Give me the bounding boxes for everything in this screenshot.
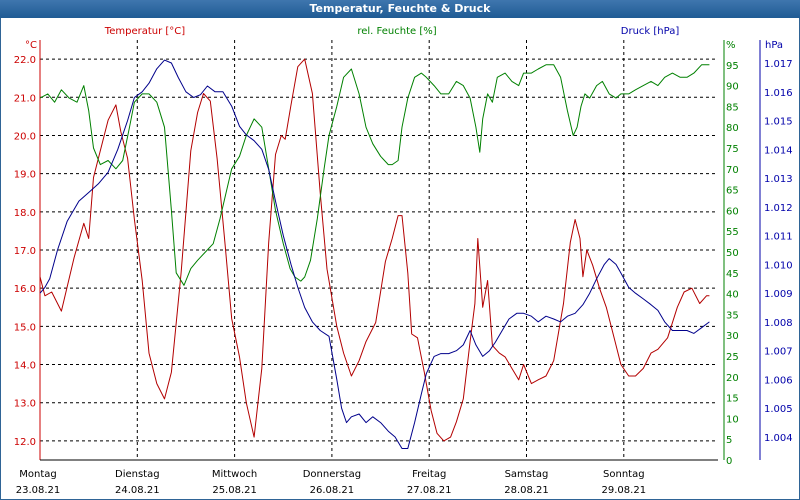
humidity-unit-label: %	[726, 40, 736, 51]
pressure-tick-label: 1.006	[764, 375, 793, 386]
axes	[39, 40, 761, 461]
temperature-tick-label: 17.0	[14, 246, 36, 257]
humidity-tick-label: 0	[726, 456, 732, 467]
x-tick-day: Sonntag	[603, 469, 645, 480]
humidity-tick-label: 80	[726, 123, 739, 134]
window-title: Temperatur, Feuchte & Druck	[0, 0, 800, 18]
x-tick-date: 29.08.21	[602, 485, 647, 496]
temperature-tick-label: 20.0	[14, 131, 36, 142]
series-line-humidity	[39, 64, 710, 286]
temperature-tick-label: 14.0	[14, 361, 36, 372]
pressure-tick-label: 1.010	[764, 260, 793, 271]
x-tick-day: Samstag	[505, 469, 549, 480]
x-tick-date: 24.08.21	[115, 485, 160, 496]
humidity-tick-label: 95	[726, 61, 739, 72]
pressure-tick-label: 1.007	[764, 347, 793, 358]
temperature-tick-label: 16.0	[14, 284, 36, 295]
pressure-tick-label: 1.012	[764, 203, 793, 214]
humidity-tick-label: 65	[726, 186, 739, 197]
temperature-unit-label: °C	[25, 40, 37, 51]
pressure-tick-label: 1.008	[764, 318, 793, 329]
series-label-humidity: rel. Feuchte [%]	[357, 26, 436, 37]
pressure-tick-label: 1.009	[764, 289, 793, 300]
x-tick-day: Mittwoch	[212, 469, 257, 480]
humidity-tick-label: 60	[726, 206, 739, 217]
pressure-tick-label: 1.004	[764, 433, 793, 444]
x-tick-day: Donnerstag	[303, 469, 361, 480]
x-tick-date: 23.08.21	[16, 485, 61, 496]
pressure-tick-label: 1.011	[764, 232, 793, 243]
humidity-tick-label: 20	[726, 373, 739, 384]
x-tick-date: 28.08.21	[504, 485, 549, 496]
humidity-tick-label: 50	[726, 248, 739, 259]
pressure-tick-label: 1.016	[764, 88, 793, 99]
x-tick-day: Dienstag	[115, 469, 160, 480]
x-tick-date: 27.08.21	[407, 485, 452, 496]
series-line-pressure	[39, 59, 710, 449]
x-tick-date: 25.08.21	[212, 485, 257, 496]
series-lines	[39, 58, 710, 449]
humidity-tick-label: 85	[726, 102, 739, 113]
humidity-tick-label: 45	[726, 269, 739, 280]
temperature-tick-label: 15.0	[14, 322, 36, 333]
series-label-temperature: Temperatur [°C]	[104, 26, 185, 37]
pressure-tick-label: 1.005	[764, 404, 793, 415]
pressure-tick-label: 1.015	[764, 117, 793, 128]
pressure-tick-label: 1.013	[764, 174, 793, 185]
x-tick-date: 26.08.21	[310, 485, 355, 496]
humidity-tick-label: 30	[726, 331, 739, 342]
temperature-tick-label: 21.0	[14, 93, 36, 104]
humidity-tick-label: 90	[726, 82, 739, 93]
humidity-tick-label: 70	[726, 165, 739, 176]
humidity-tick-label: 75	[726, 144, 739, 155]
temperature-tick-label: 13.0	[14, 399, 36, 410]
temperature-tick-label: 19.0	[14, 170, 36, 181]
humidity-tick-label: 25	[726, 352, 739, 363]
tick-labels: 12.0 13.0 14.0 15.0 16.0 17.0 18.0 19.0 20.0 21.0…	[14, 40, 793, 496]
pressure-tick-label: 1.017	[764, 59, 793, 70]
x-tick-day: Montag	[19, 469, 56, 480]
temperature-tick-label: 22.0	[14, 55, 36, 66]
pressure-tick-label: 1.014	[764, 145, 793, 156]
x-tick-day: Freitag	[412, 469, 446, 480]
humidity-tick-label: 40	[726, 290, 739, 301]
humidity-tick-label: 5	[726, 435, 732, 446]
humidity-tick-label: 10	[726, 414, 739, 425]
humidity-tick-label: 55	[726, 227, 739, 238]
temperature-tick-label: 18.0	[14, 208, 36, 219]
series-label-pressure: Druck [hPa]	[621, 26, 680, 37]
pressure-unit-label: hPa	[765, 40, 783, 51]
humidity-tick-label: 35	[726, 310, 739, 321]
humidity-tick-label: 15	[726, 394, 739, 405]
series-line-temperature	[39, 58, 710, 442]
grid	[40, 40, 718, 460]
temperature-tick-label: 12.0	[14, 437, 36, 448]
